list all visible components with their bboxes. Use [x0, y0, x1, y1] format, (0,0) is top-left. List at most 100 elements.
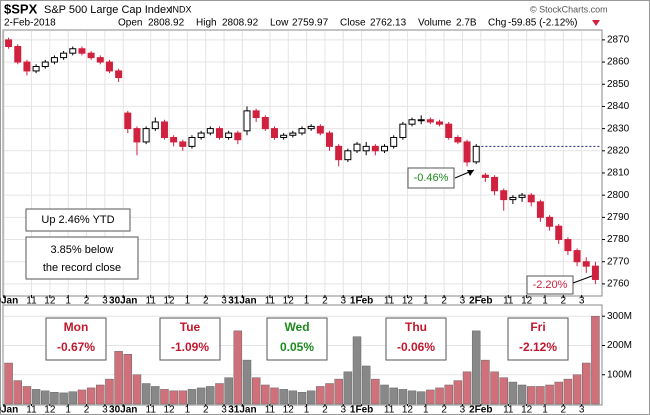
volume-bar: [572, 374, 582, 405]
symbol: $SPX: [4, 1, 38, 16]
volume-bar: [196, 387, 206, 405]
candle-body: [41, 61, 49, 67]
exchange: INDX: [170, 4, 192, 14]
down-arrow: [592, 20, 600, 26]
x-tick-label: 31Jan: [228, 405, 256, 415]
candle-body: [344, 150, 352, 161]
candle-body: [536, 201, 544, 218]
x-tick-label: 12: [402, 405, 414, 415]
x-tick-label: 2: [203, 296, 209, 307]
x-tick-label: 2: [322, 296, 328, 307]
y-tick-label: 2850: [607, 79, 630, 90]
candle-body: [96, 57, 104, 63]
x-tick-label: 29Jan: [0, 296, 18, 307]
volume-bar: [361, 365, 371, 405]
day-name: Mon: [64, 320, 89, 334]
candle-body: [105, 61, 113, 72]
candle-body: [188, 136, 196, 147]
ytd-box: [25, 208, 131, 232]
x-tick-label: 30Jan: [109, 296, 137, 307]
volume-bar: [31, 389, 41, 405]
x-tick-label: 2: [561, 296, 567, 307]
open-label: Open: [118, 18, 142, 29]
feb2-box: [526, 275, 574, 295]
volume-bar: [499, 377, 508, 405]
candle-body: [399, 123, 407, 138]
x-tick-label: 3: [460, 405, 466, 415]
volume-bar: [96, 384, 105, 405]
volume-bar: [517, 384, 527, 405]
record-box: [25, 236, 139, 280]
x-tick-label: 2: [441, 296, 447, 307]
x-tick-label: 11: [384, 296, 395, 307]
x-tick-label: 12: [521, 296, 533, 307]
x-tick-label: 12: [44, 405, 56, 415]
y-tick-label: 2840: [607, 101, 630, 112]
x-tick-label: 2: [561, 405, 567, 415]
candle-body: [87, 52, 95, 59]
volume-bar: [160, 389, 169, 405]
feb1-box: [407, 167, 455, 189]
candle-body: [243, 110, 251, 132]
candle-body: [381, 145, 389, 152]
candle-body: [564, 239, 572, 252]
candle-body: [270, 128, 278, 138]
x-tick-label: 2: [84, 405, 90, 415]
candle-body: [14, 46, 22, 63]
candle-body: [252, 110, 260, 119]
x-tick-label: 3: [340, 296, 346, 307]
candle-body: [326, 132, 334, 147]
index-name: S&P 500 Large Cap Index: [44, 4, 172, 16]
x-tick-label: 12: [402, 296, 414, 307]
open: 2808.92: [148, 18, 185, 29]
candle-body: [454, 136, 462, 143]
price-panel: [2, 29, 603, 297]
day-change: -1.09%: [171, 340, 209, 354]
volume-bar: [545, 384, 554, 405]
record-line2: the record close: [43, 262, 121, 274]
x-tick-label: 1: [542, 296, 548, 307]
volume-bar: [59, 392, 68, 405]
x-tick-label: 12: [521, 405, 533, 415]
day-name: Fri: [530, 320, 545, 334]
day-name: Thu: [405, 320, 427, 334]
candle-body: [225, 132, 233, 138]
candle-body: [115, 70, 123, 79]
x-tick-label: 11: [265, 405, 276, 415]
candle-body: [5, 39, 13, 48]
day-box: [159, 317, 221, 361]
x-tick-label: 3: [102, 296, 108, 307]
x-tick-label: 11: [503, 296, 514, 307]
candle-body: [124, 112, 132, 130]
ytd: Up 2.46% YTD: [41, 214, 114, 226]
x-tick-label: 11: [26, 405, 37, 415]
volume-bar: [380, 384, 389, 405]
candle-body: [371, 145, 379, 152]
candle-body: [555, 225, 563, 241]
volume-bar: [508, 381, 518, 405]
candle-body: [307, 125, 315, 130]
candle-body: [289, 132, 297, 136]
volume-bar: [352, 336, 362, 405]
volume-bar: [50, 392, 59, 405]
volume-bar: [4, 362, 13, 405]
volume-bar: [288, 390, 298, 405]
volume-bar: [215, 383, 224, 405]
candle-body: [527, 194, 535, 203]
x-tick-label: 11: [384, 405, 395, 415]
volume-bar: [123, 354, 133, 405]
volume-bar: [105, 378, 114, 405]
volume-bar: [77, 389, 87, 405]
candle-body: [78, 48, 86, 54]
x-tick-label: 1: [304, 296, 310, 307]
x-tick-label: 3: [221, 405, 227, 415]
volume-bar: [426, 389, 435, 405]
candle-body: [509, 196, 517, 201]
candle-body: [50, 57, 58, 63]
volume-bar: [444, 384, 453, 405]
candle-body: [546, 216, 554, 227]
x-tick-label: 2: [441, 405, 447, 415]
candle-body: [142, 128, 150, 143]
candle-body: [472, 145, 480, 163]
y-tick-label: 2860: [607, 57, 630, 68]
